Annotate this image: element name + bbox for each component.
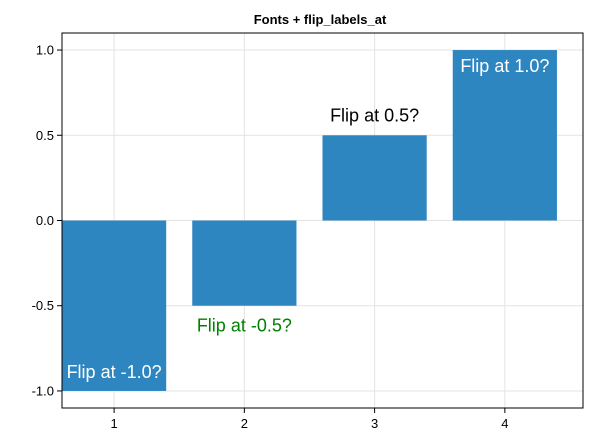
bar	[452, 50, 557, 221]
bar-label: Flip at 0.5?	[330, 105, 419, 125]
y-tick-label: 0.5	[36, 128, 54, 143]
bar	[192, 220, 297, 306]
y-tick-label: 1.0	[36, 43, 54, 58]
x-tick-label: 2	[241, 416, 248, 431]
x-tick-label: 1	[110, 416, 117, 431]
y-tick-label: -0.5	[32, 298, 54, 313]
x-axis: 1 2 3 4	[110, 408, 508, 431]
bar-label: Flip at 1.0?	[460, 56, 549, 76]
y-axis: -1.0 -0.5 0.0 0.5 1.0	[32, 43, 62, 398]
x-tick-label: 3	[371, 416, 378, 431]
chart-title: Fonts + flip_labels_at	[254, 12, 387, 27]
bar	[62, 220, 167, 391]
x-tick-label: 4	[501, 416, 508, 431]
y-tick-label: 0.0	[36, 213, 54, 228]
bar	[322, 135, 427, 221]
bars	[62, 50, 557, 391]
bar-labels: Flip at -1.0? Flip at -0.5? Flip at 0.5? Fl…	[67, 56, 550, 382]
bar-label: Flip at -1.0?	[67, 362, 162, 382]
y-tick-label: -1.0	[32, 383, 54, 398]
bar-label: Flip at -0.5?	[197, 316, 292, 336]
